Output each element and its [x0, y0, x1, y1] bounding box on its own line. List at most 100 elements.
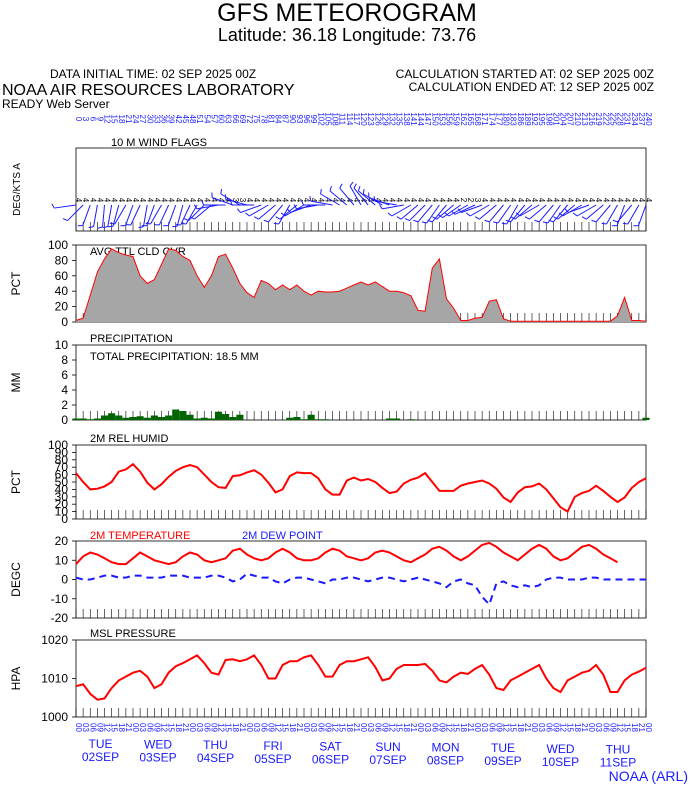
- wind-speed-label: 4: [366, 198, 375, 203]
- date-label: 03SEP: [139, 751, 176, 765]
- wind-barb: [254, 216, 259, 220]
- forecast-hour-label: 87: [281, 115, 290, 124]
- precip-bar: [100, 415, 109, 420]
- y-tick-label: 50: [55, 475, 69, 489]
- hour-label: 06: [145, 723, 154, 732]
- forecast-hour-label: 21: [124, 115, 133, 124]
- wind-speed-label: 4: [174, 198, 183, 203]
- precip-bar: [407, 419, 415, 420]
- forecast-hour-label: 174: [487, 112, 496, 126]
- wind-barb: [349, 181, 354, 187]
- wind-barb: [612, 219, 618, 223]
- wind-speed-label: 4: [352, 198, 361, 203]
- wind-flag: [436, 204, 454, 220]
- hour-label: 09: [494, 723, 503, 732]
- wind-speed-label: 4: [245, 198, 254, 203]
- forecast-hour-label: 132: [388, 112, 397, 126]
- precip-bar: [200, 417, 208, 420]
- wind-barb: [510, 216, 516, 220]
- wind-speed-label: 4: [494, 198, 503, 203]
- wind-barb: [438, 214, 444, 219]
- wind-barb: [280, 212, 286, 217]
- wind-flag: [211, 197, 233, 206]
- hour-label: 21: [523, 723, 532, 732]
- wind-flag: [107, 204, 113, 227]
- forecast-hour-label: 39: [167, 115, 176, 124]
- hour-label: 15: [167, 723, 176, 732]
- wind-speed-label: 3: [473, 198, 482, 203]
- wind-flag: [426, 204, 440, 224]
- forecast-hour-label: 15: [110, 115, 119, 124]
- hour-label: 09: [323, 723, 332, 732]
- wind-barb: [183, 218, 189, 222]
- wind-flag: [568, 204, 590, 213]
- forecast-hour-label: 66: [231, 115, 240, 124]
- wind-barb: [145, 222, 151, 225]
- wind-speed-label: 4: [160, 198, 169, 203]
- wind-barb: [432, 216, 438, 220]
- wind-speed-label: 4: [266, 198, 275, 203]
- forecast-hour-label: 60: [217, 115, 226, 124]
- wind-barb: [362, 188, 365, 195]
- wind-flag: [339, 187, 355, 206]
- y-tick-label: 8: [61, 353, 68, 367]
- wind-barb: [320, 188, 322, 195]
- hour-label: 00: [473, 723, 482, 732]
- forecast-hour-label: 93: [295, 115, 304, 124]
- wind-barb: [309, 196, 312, 202]
- wind-speed-label: 4: [252, 198, 261, 203]
- day-of-week-label: FRI: [263, 739, 282, 753]
- hour-label: 21: [637, 723, 646, 732]
- y-tick-label: 40: [55, 284, 69, 298]
- hour-label: 06: [202, 723, 211, 732]
- hour-label: 03: [537, 723, 546, 732]
- forecast-hour-label: 54: [202, 115, 211, 124]
- wind-barb: [387, 212, 393, 217]
- forecast-hour-label: 141: [409, 112, 418, 126]
- wind-speed-label: 3: [231, 198, 240, 203]
- wind-flag: [114, 204, 127, 225]
- wind-speed-label: 4: [145, 198, 154, 203]
- wind-flag: [278, 204, 291, 225]
- forecast-hour-label: 192: [530, 112, 539, 126]
- panel-title: 2M REL HUMID: [90, 433, 168, 445]
- hour-label: 06: [601, 723, 610, 732]
- hour-label: 12: [559, 723, 568, 732]
- date-label: 02SEP: [82, 750, 119, 764]
- wind-flag: [595, 204, 611, 223]
- y-axis-label: DEG/KTS A: [12, 163, 23, 216]
- wind-flag: [529, 204, 547, 220]
- y-tick-label: 0: [61, 512, 68, 526]
- wind-speed-label: 4: [124, 198, 133, 203]
- hour-label: 03: [594, 723, 603, 732]
- y-tick-label: 10: [55, 505, 69, 519]
- wind-flag: [296, 204, 319, 210]
- wind-flag: [400, 204, 419, 220]
- hour-label: 21: [352, 723, 361, 732]
- wind-barb: [273, 222, 279, 225]
- wind-flag: [553, 204, 569, 223]
- forecast-hour-label: 201: [551, 112, 560, 126]
- wind-barb: [564, 208, 569, 213]
- wind-barb: [353, 183, 357, 189]
- precip-bar: [385, 418, 394, 420]
- wind-speed-label: 4: [259, 198, 268, 203]
- hour-label: 00: [530, 723, 539, 732]
- hour-label: 12: [160, 723, 169, 732]
- wind-flag: [258, 204, 276, 220]
- hour-label: 09: [209, 723, 218, 732]
- y-tick-label: 2: [61, 398, 68, 412]
- forecast-hour-label: 144: [416, 112, 425, 126]
- wind-flag: [616, 204, 626, 226]
- hour-label: 15: [338, 723, 347, 732]
- hour-label: 06: [88, 723, 97, 732]
- y-tick-label: 100: [48, 238, 68, 252]
- forecast-hour-label: 210: [573, 112, 582, 126]
- wind-speed-label: 4: [530, 198, 539, 203]
- wind-flag: [349, 185, 362, 206]
- hour-label: 00: [644, 723, 653, 732]
- hour-label: 21: [295, 723, 304, 732]
- wind-flag: [479, 204, 497, 220]
- wind-flag: [562, 204, 583, 217]
